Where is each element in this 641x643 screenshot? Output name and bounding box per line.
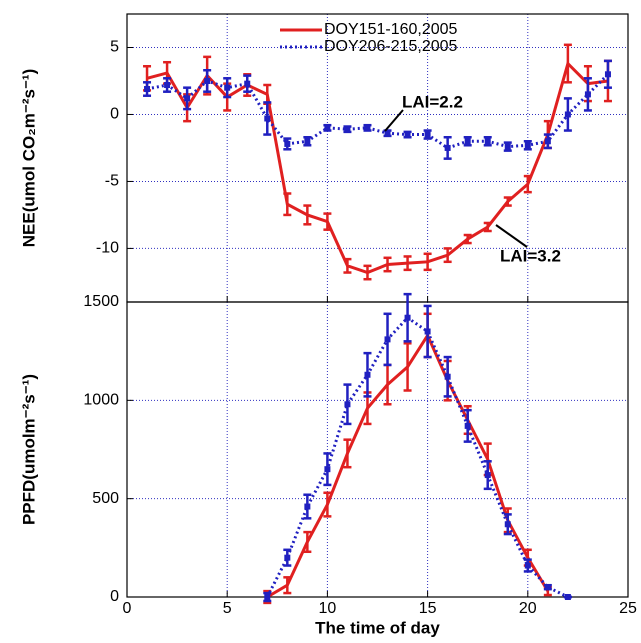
annotation: LAI=2.2 — [402, 92, 463, 111]
marker — [384, 130, 391, 137]
y-axis-label: PPFD(umolm⁻²s⁻¹) — [19, 374, 38, 525]
marker — [164, 81, 171, 88]
y-axis-label: NEE(umol CO₂m⁻²s⁻¹) — [19, 69, 38, 248]
marker — [404, 314, 411, 321]
marker — [564, 111, 571, 118]
marker — [404, 131, 411, 138]
marker — [324, 124, 331, 131]
marker — [264, 594, 271, 600]
x-axis-label: The time of day — [315, 618, 440, 637]
marker — [444, 373, 451, 380]
x-tick-label: 10 — [319, 600, 337, 617]
error-bar — [283, 192, 292, 217]
y-tick-label: 500 — [92, 490, 119, 507]
marker — [464, 422, 471, 429]
error-bar — [443, 247, 452, 264]
marker — [444, 144, 451, 151]
marker — [484, 472, 491, 479]
error-bar — [503, 196, 512, 207]
error-bar — [403, 255, 412, 272]
marker — [244, 80, 251, 87]
marker — [184, 95, 191, 102]
error-bar — [383, 256, 392, 273]
series-line — [146, 73, 610, 150]
series-line — [265, 315, 569, 599]
marker — [544, 138, 551, 145]
legend-label: DOY151-160,2005 — [324, 21, 458, 38]
x-tick-label: 20 — [519, 600, 537, 617]
annotation: LAI=3.2 — [500, 246, 561, 265]
marker — [424, 131, 431, 138]
y-tick-label: 0 — [110, 106, 119, 123]
marker — [284, 554, 291, 561]
error-bar — [523, 174, 532, 194]
marker — [504, 143, 511, 150]
marker — [224, 84, 231, 91]
error-bar — [283, 576, 292, 595]
x-tick-label: 0 — [123, 600, 132, 617]
marker — [584, 91, 591, 98]
error-bar — [303, 204, 312, 226]
marker — [204, 77, 211, 84]
y-tick-label: 1500 — [83, 293, 119, 310]
error-bar — [343, 438, 352, 469]
error-bar — [343, 257, 352, 274]
marker — [364, 371, 371, 378]
error-bar — [423, 252, 432, 272]
error-bar — [363, 264, 372, 281]
marker — [524, 562, 531, 569]
error-bar — [323, 212, 332, 231]
error-bar — [483, 221, 492, 233]
x-tick-label: 15 — [419, 600, 437, 617]
marker — [464, 138, 471, 145]
x-tick-label: 5 — [223, 600, 232, 617]
series-line — [146, 60, 609, 275]
marker — [484, 138, 491, 145]
marker — [344, 401, 351, 408]
marker — [364, 124, 371, 131]
error-bar — [463, 233, 472, 245]
marker — [564, 594, 571, 600]
y-tick-label: -10 — [96, 240, 119, 257]
error-bar — [303, 530, 312, 554]
marker — [504, 521, 511, 528]
marker — [304, 503, 311, 510]
marker — [264, 115, 271, 122]
marker — [344, 126, 351, 133]
plot-frame — [126, 301, 629, 598]
y-tick-label: 5 — [110, 39, 119, 56]
marker — [424, 328, 431, 335]
error-bar — [403, 342, 412, 392]
error-bar — [323, 491, 332, 518]
annotation-leader — [495, 224, 528, 248]
error-bar — [383, 363, 392, 406]
marker — [144, 86, 151, 93]
y-tick-label: 0 — [110, 588, 119, 605]
annotation-leader — [384, 109, 404, 132]
marker — [284, 140, 291, 147]
marker — [524, 142, 531, 149]
error-bar — [563, 43, 572, 84]
marker — [324, 466, 331, 473]
marker — [304, 138, 311, 145]
x-tick-label: 25 — [619, 600, 637, 617]
marker — [604, 71, 611, 78]
marker — [544, 584, 551, 591]
legend-label: DOY206-215,2005 — [324, 38, 458, 55]
y-tick-label: 1000 — [83, 392, 119, 409]
marker — [384, 336, 391, 343]
y-tick-label: -5 — [105, 173, 119, 190]
